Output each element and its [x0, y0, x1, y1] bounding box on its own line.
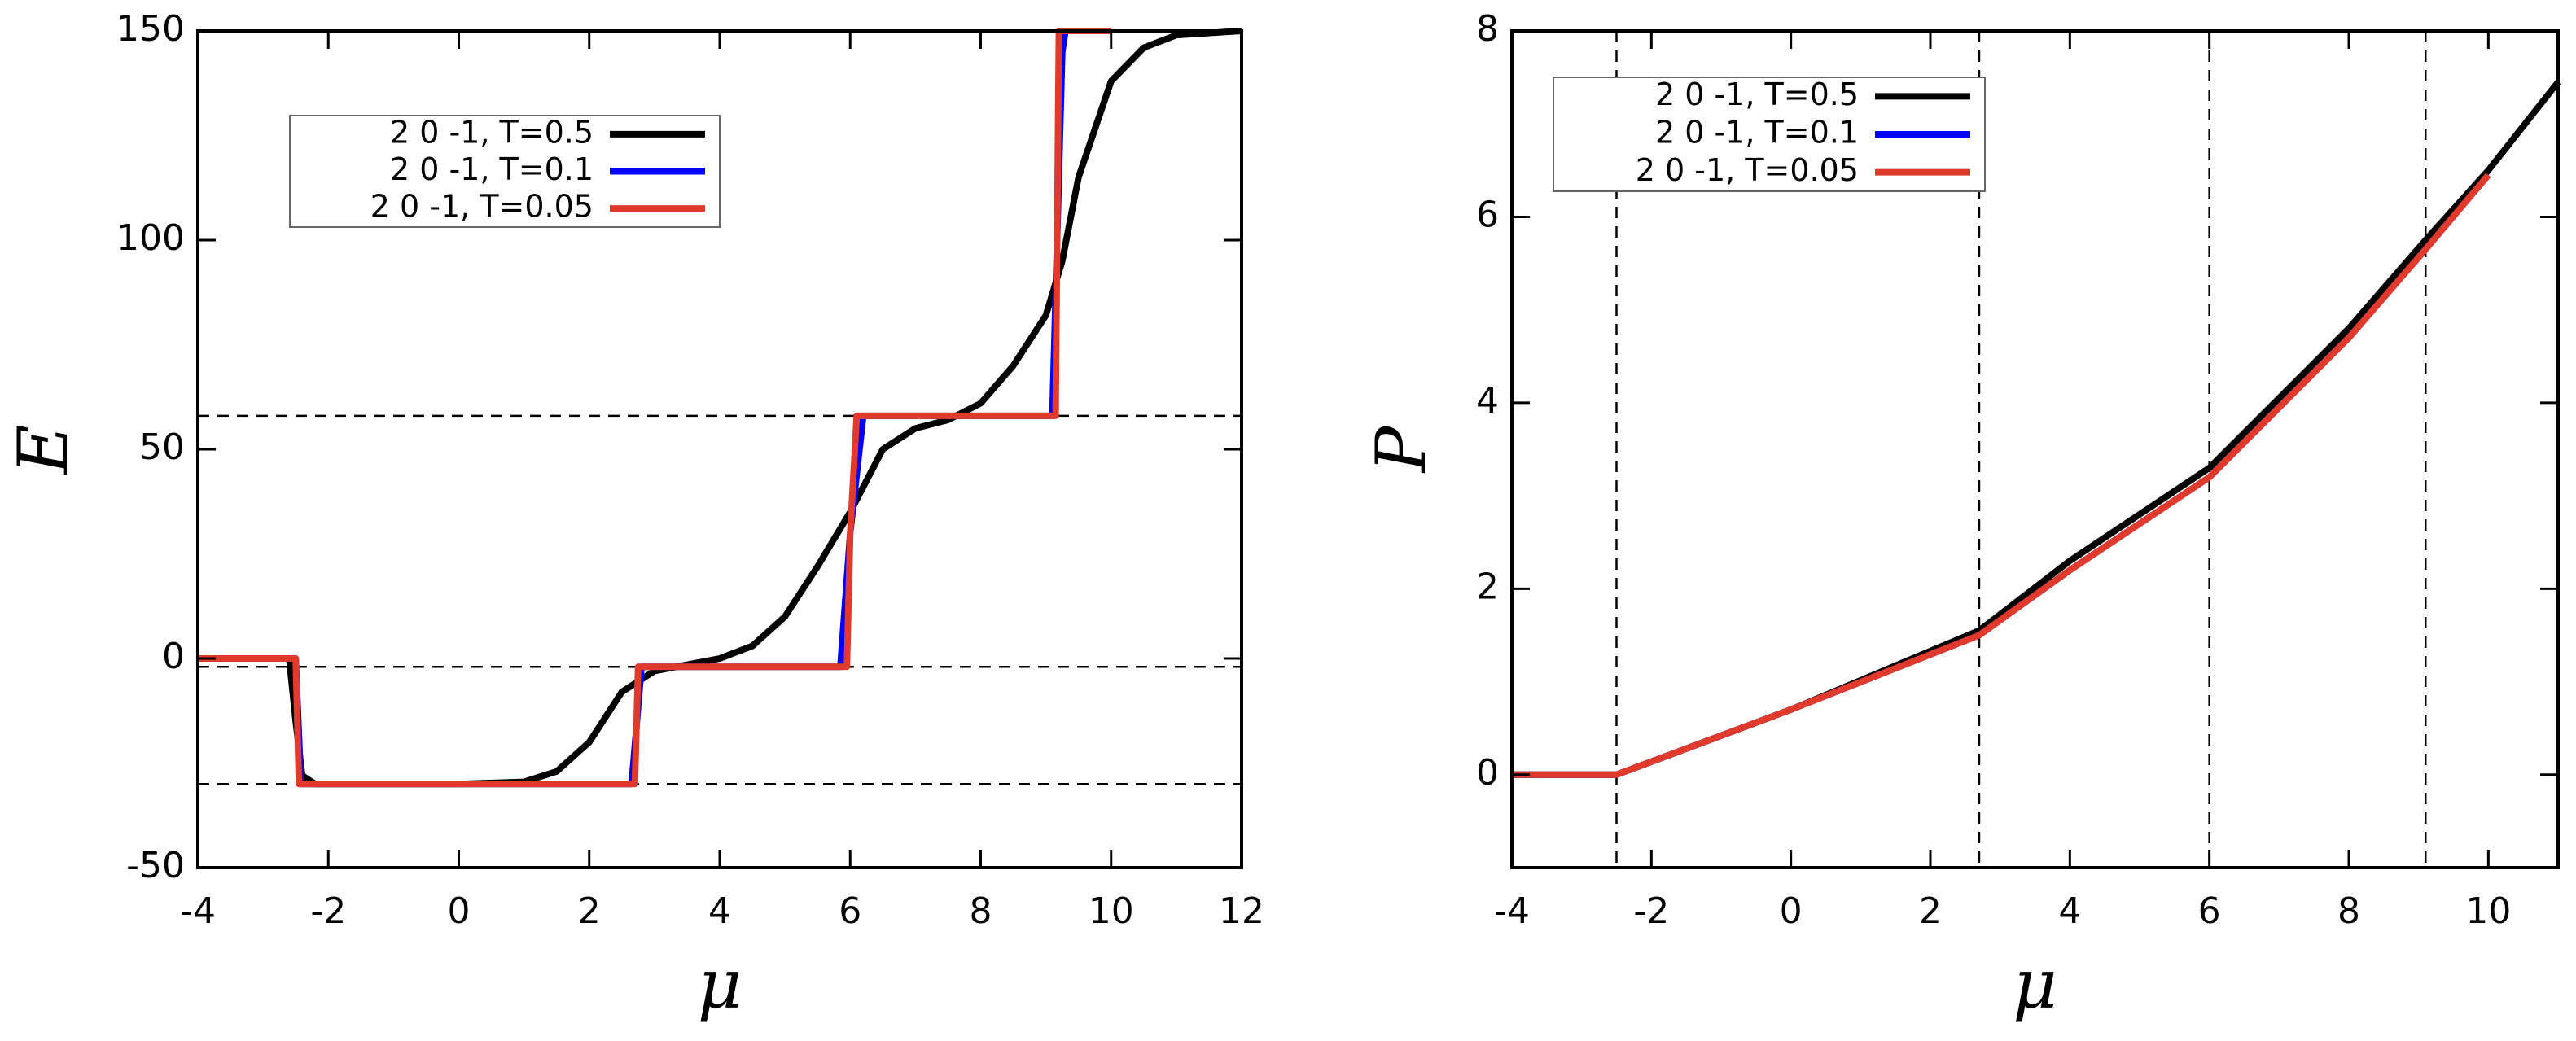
x-tick-label: 2: [1919, 890, 1942, 932]
x-tick-label: 10: [2465, 890, 2511, 932]
x-tick-label: 0: [448, 890, 471, 932]
x-tick-label: 4: [2058, 890, 2081, 932]
legend-label: 2 0 -1, T=0.5: [1655, 77, 1859, 112]
x-tick-label: 0: [1780, 890, 1803, 932]
x-tick-label: 2: [578, 890, 601, 932]
legend-label: 2 0 -1, T=0.05: [1636, 152, 1859, 188]
x-tick-label: 6: [839, 890, 861, 932]
x-tick-label: 8: [2337, 890, 2360, 932]
y-tick-label: -50: [126, 845, 185, 886]
x-tick-label: -2: [310, 890, 346, 932]
x-tick-label: -4: [1494, 890, 1530, 932]
x-tick-label: 12: [1219, 890, 1264, 932]
x-tick-label: 6: [2198, 890, 2221, 932]
y-tick-label: 150: [116, 8, 185, 50]
y-tick-label: 6: [1476, 194, 1499, 235]
y-tick-label: 0: [162, 636, 185, 677]
x-tick-label: 10: [1089, 890, 1134, 932]
y-axis-label: E: [3, 424, 83, 475]
x-tick-label: 4: [708, 890, 731, 932]
x-axis-label: μ: [698, 944, 743, 1024]
legend-label: 2 0 -1, T=0.05: [370, 189, 594, 225]
y-tick-label: 4: [1476, 380, 1499, 422]
y-tick-label: 0: [1476, 752, 1499, 794]
legend-label: 2 0 -1, T=0.1: [1655, 115, 1859, 151]
legend-label: 2 0 -1, T=0.5: [390, 114, 594, 150]
plot-frame: [1510, 29, 2560, 869]
series-line: [1512, 173, 2491, 778]
x-tick-label: 8: [970, 890, 992, 932]
x-tick-label: -2: [1633, 890, 1669, 932]
y-tick-label: 100: [116, 217, 185, 259]
series-line: [1512, 173, 2491, 778]
y-tick-label: 50: [139, 426, 185, 468]
legend-label: 2 0 -1, T=0.1: [390, 151, 594, 187]
series-line: [198, 28, 1111, 788]
x-tick-label: -4: [180, 890, 216, 932]
y-tick-label: 8: [1476, 8, 1499, 50]
x-axis-label: μ: [2013, 944, 2057, 1024]
y-axis-label: P: [1361, 425, 1441, 474]
y-tick-label: 2: [1476, 566, 1499, 607]
